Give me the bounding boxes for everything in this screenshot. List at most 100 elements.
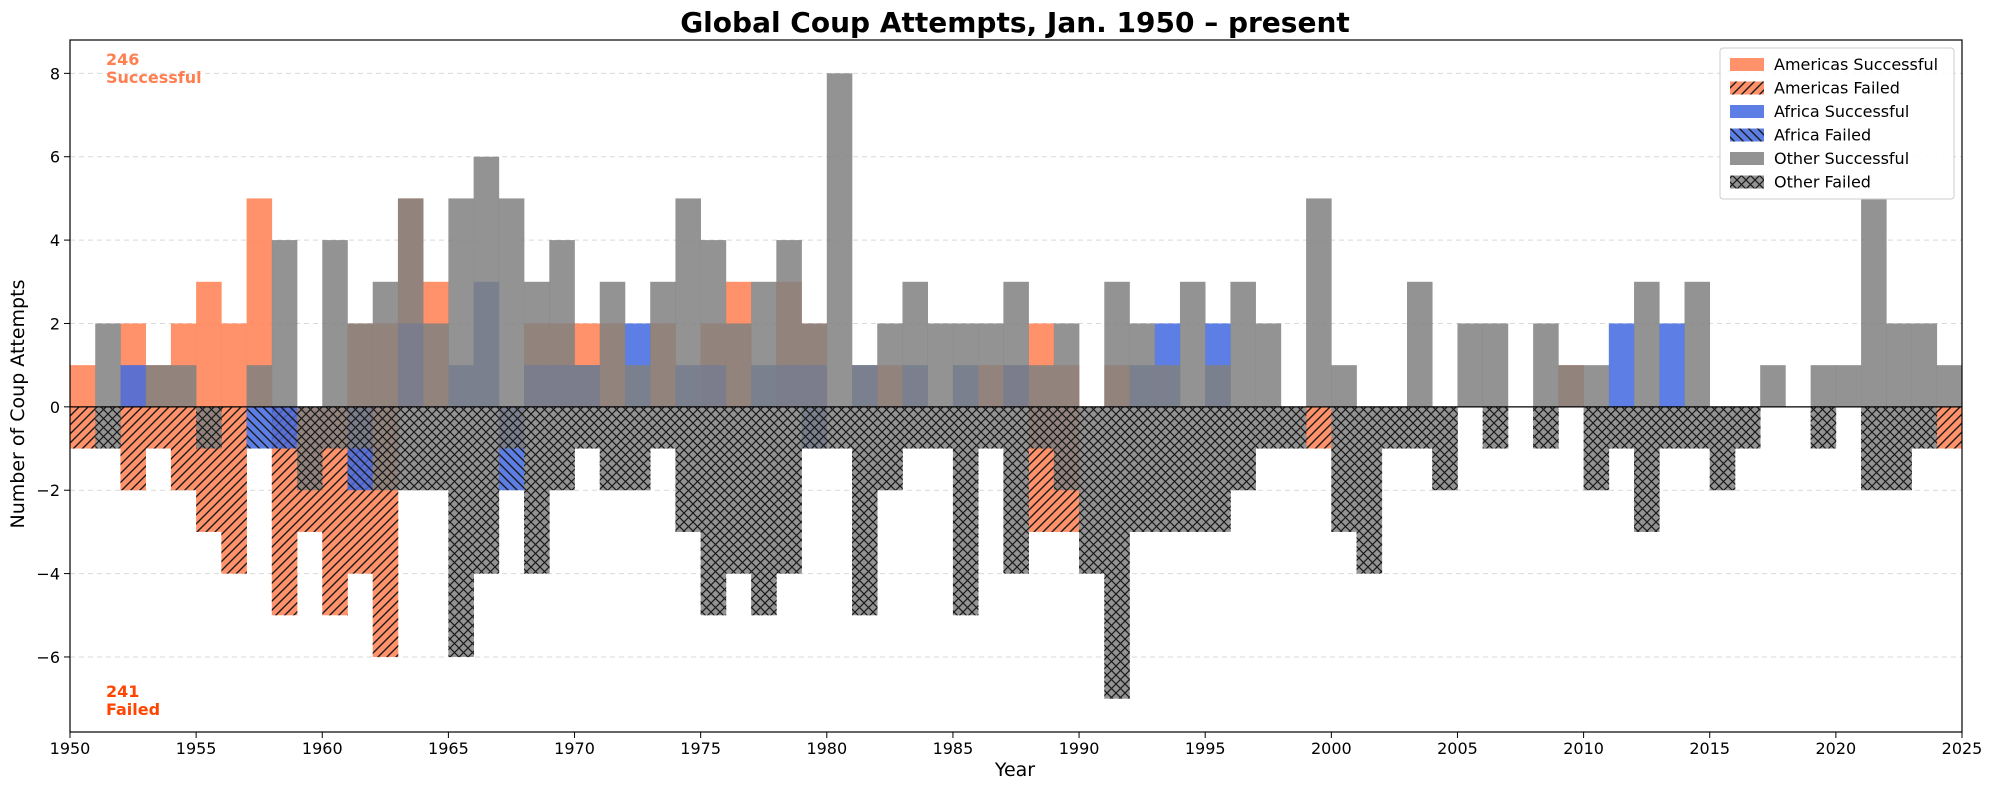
bar-hatch	[322, 406, 348, 449]
bar-fill	[1936, 365, 1963, 407]
bar-other-failed	[448, 406, 474, 657]
bar-other-successful	[1053, 323, 1080, 407]
bar-fill	[1306, 198, 1332, 407]
bar-other-successful	[372, 281, 399, 407]
bar-fill	[322, 240, 348, 407]
bar-other-failed	[1583, 406, 1610, 491]
bar-hatch	[1709, 406, 1736, 491]
bar-hatch	[1936, 406, 1963, 449]
bar-other-successful	[700, 240, 727, 407]
legend-item-americas-failed: Americas Failed	[1730, 79, 1900, 98]
bar-other-failed	[1280, 406, 1307, 449]
bar-fill	[145, 365, 172, 407]
bar-fill	[423, 323, 449, 407]
bar-other-successful	[524, 281, 550, 407]
bar-hatch	[1583, 406, 1610, 491]
bar-fill	[1230, 281, 1256, 407]
bar-hatch	[246, 406, 273, 449]
bar-other-failed	[1356, 406, 1383, 574]
bar-fill	[524, 281, 550, 407]
y-tick-label: 4	[50, 231, 60, 250]
bar-fill	[1760, 365, 1786, 407]
bar-hatch	[1306, 406, 1332, 449]
bar-other-failed	[877, 406, 903, 491]
bar-other-successful	[1255, 323, 1282, 407]
bar-fill	[751, 281, 777, 407]
bar-fill	[1659, 323, 1685, 407]
bar-other-failed	[498, 406, 525, 449]
bar-fill	[826, 73, 853, 407]
bar-hatch	[1179, 406, 1206, 532]
bar-fill	[498, 198, 525, 407]
bar-other-successful	[675, 198, 701, 407]
bar-hatch	[1154, 406, 1181, 532]
bar-other-failed	[675, 406, 701, 532]
bar-other-successful	[1835, 365, 1862, 407]
bar-hatch	[978, 406, 1004, 449]
legend-label: Americas Failed	[1774, 79, 1900, 98]
bar-other-successful	[1154, 365, 1181, 407]
y-tick-label: −2	[36, 481, 60, 500]
bar-fill	[1407, 281, 1433, 407]
bar-other-successful	[1331, 365, 1357, 407]
bar-hatch	[725, 406, 752, 574]
bar-other-successful	[322, 240, 348, 407]
bar-other-successful	[1886, 323, 1912, 407]
bar-hatch	[826, 406, 853, 449]
x-tick-label: 1960	[302, 739, 343, 758]
bar-fill	[1129, 323, 1156, 407]
bar-other-successful	[725, 323, 752, 407]
bar-hatch	[1634, 406, 1660, 532]
y-tick-label: 6	[50, 148, 60, 167]
bar-hatch	[776, 406, 802, 574]
bar-fill	[70, 365, 96, 407]
bar-hatch	[1684, 406, 1711, 449]
bar-fill	[246, 365, 273, 407]
bar-fill	[1684, 281, 1711, 407]
bar-hatch	[675, 406, 701, 532]
bar-other-failed	[700, 406, 727, 616]
bar-other-successful	[902, 281, 929, 407]
bar-other-failed	[347, 406, 374, 449]
bar-other-failed	[927, 406, 954, 449]
bar-hatch	[1255, 406, 1282, 449]
axes-layer: 1950 1955 1960 1965 1970 1975 1980 1985 1990 1995…	[36, 39, 1983, 758]
bar-other-successful	[397, 198, 424, 407]
bar-other-failed	[852, 406, 878, 616]
bar-fill	[650, 281, 676, 407]
bar-fill	[624, 365, 651, 407]
bar-hatch	[801, 406, 828, 449]
bar-other-successful	[1407, 281, 1433, 407]
bar-other-successful	[1861, 198, 1887, 407]
legend-swatch	[1730, 58, 1764, 71]
bar-other-failed	[1154, 406, 1181, 532]
bar-hatch	[1886, 406, 1912, 491]
y-tick-label: 8	[50, 64, 60, 83]
bar-other-failed	[801, 406, 828, 449]
bar-other-successful	[1179, 281, 1206, 407]
bar-other-failed	[1482, 406, 1509, 449]
bar-fill	[120, 365, 146, 407]
bar-hatch	[1129, 406, 1156, 532]
bar-hatch	[650, 406, 676, 449]
bar-fill	[1634, 281, 1660, 407]
bar-fill	[95, 323, 121, 407]
bar-americas-successful	[221, 323, 247, 407]
bar-other-successful	[927, 323, 954, 407]
x-tick-label: 1975	[680, 739, 721, 758]
x-tick-label: 2025	[1942, 739, 1983, 758]
bar-other-successful	[1533, 323, 1559, 407]
bar-americas-failed	[1306, 406, 1332, 449]
bar-hatch	[1230, 406, 1256, 491]
legend-box	[1719, 47, 1955, 200]
bar-hatch	[271, 406, 298, 449]
bar-other-successful	[1810, 365, 1837, 407]
legend-swatch-hatch	[1730, 175, 1764, 189]
legend-label: Americas Successful	[1774, 55, 1938, 74]
bar-other-successful	[1104, 281, 1130, 407]
bar-other-successful	[1028, 365, 1055, 407]
x-tick-label: 2000	[1311, 739, 1352, 758]
bar-hatch	[372, 406, 399, 491]
bar-other-failed	[196, 406, 222, 449]
